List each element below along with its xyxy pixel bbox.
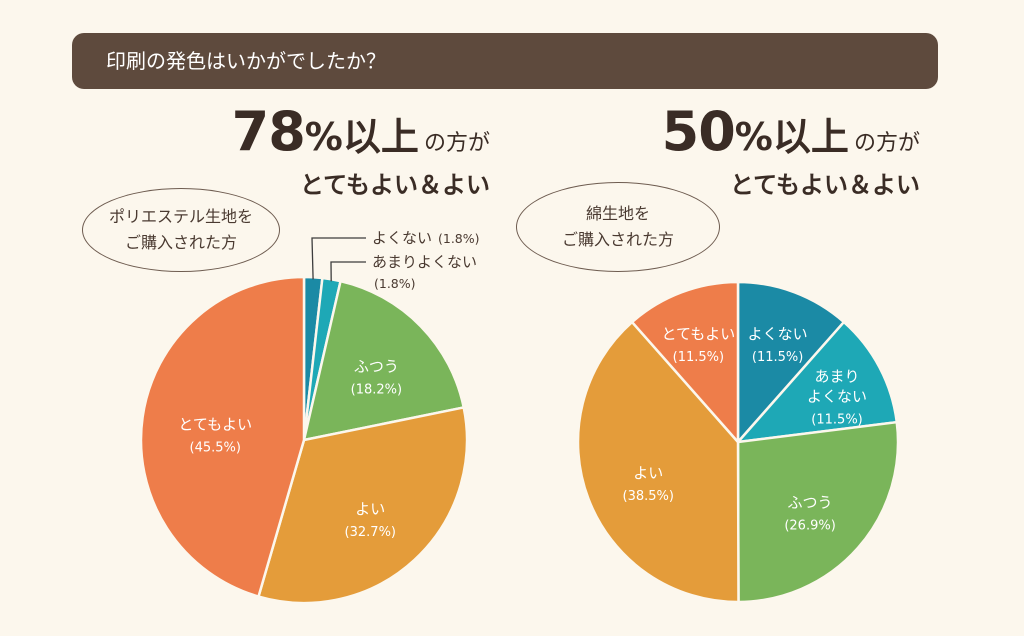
headline-suffix: の方が xyxy=(853,131,920,156)
leader-line xyxy=(330,261,366,282)
question-text: 印刷の発色はいかがでしたか？ xyxy=(106,49,386,73)
pie-slice xyxy=(302,279,465,442)
slice-value: (1.8%) xyxy=(438,231,480,246)
slice-label: ふつう xyxy=(354,357,399,375)
slice-value: (18.2%) xyxy=(351,382,402,397)
headline-ijou: 以上 xyxy=(772,115,849,159)
headline-line2: とてもよい＆よい xyxy=(729,171,920,199)
headline-percent-sign: % xyxy=(304,115,343,159)
headline-cotton: 50%以上 の方が とてもよい＆よい xyxy=(620,100,920,200)
headline-percent-sign: % xyxy=(734,115,773,159)
question-banner: 印刷の発色はいかがでしたか？ xyxy=(72,33,938,89)
group-label-line: 綿生地を xyxy=(585,204,650,223)
slice-label: よくない xyxy=(372,229,432,247)
slice-value: (1.8%) xyxy=(374,276,416,291)
group-label-cotton: 綿生地を ご購入された方 xyxy=(516,182,720,272)
slice-value: (11.5%) xyxy=(811,413,862,428)
slice-label: よい xyxy=(633,464,663,482)
slice-label: とてもよい xyxy=(178,415,252,433)
slice-label: あまりよくない xyxy=(372,253,477,271)
headline-polyester: 78%以上 の方が とてもよい＆よい xyxy=(190,100,490,200)
slice-label: よくない xyxy=(807,388,867,406)
group-label-polyester: ポリエステル生地を ご購入された方 xyxy=(82,188,280,272)
group-label-line: ご購入された方 xyxy=(561,230,674,249)
pie-slice xyxy=(736,280,846,444)
slice-value: (11.5%) xyxy=(673,350,724,365)
pie-slice xyxy=(257,406,469,605)
slice-label: とてもよい xyxy=(661,325,735,343)
pie-polyester: ふつう (18.2%) よい (32.7%) とてもよい (45.5%) よくない (1.8%… xyxy=(139,229,480,605)
pie-slice xyxy=(736,420,900,604)
headline-percent: 50 xyxy=(661,100,736,163)
slice-label: よい xyxy=(355,500,385,518)
headline-ijou: 以上 xyxy=(342,115,419,159)
pie-slice xyxy=(736,320,899,444)
pie-slice xyxy=(630,280,740,444)
slice-value: (32.7%) xyxy=(345,525,396,540)
slice-label: あまり xyxy=(815,368,860,386)
pie-slice xyxy=(576,320,740,604)
headline-suffix: の方が xyxy=(423,131,490,156)
pie-cotton: よくない(11.5%)あまりよくない(11.5%)ふつう(26.9%)よい(38… xyxy=(576,280,900,604)
headline-line2: とてもよい＆よい xyxy=(299,171,490,199)
slice-value: (38.5%) xyxy=(623,489,674,504)
group-label-line: ご購入された方 xyxy=(124,233,237,252)
slice-label: ふつう xyxy=(788,493,833,511)
leader-line xyxy=(311,237,366,280)
slice-value: (11.5%) xyxy=(752,350,803,365)
slice-value: (45.5%) xyxy=(190,440,241,455)
pie-slice xyxy=(139,275,306,598)
headline-percent: 78 xyxy=(231,100,306,163)
slice-value: (26.9%) xyxy=(784,518,835,533)
group-label-line: ポリエステル生地を xyxy=(108,207,253,226)
slice-label: よくない xyxy=(748,325,808,343)
